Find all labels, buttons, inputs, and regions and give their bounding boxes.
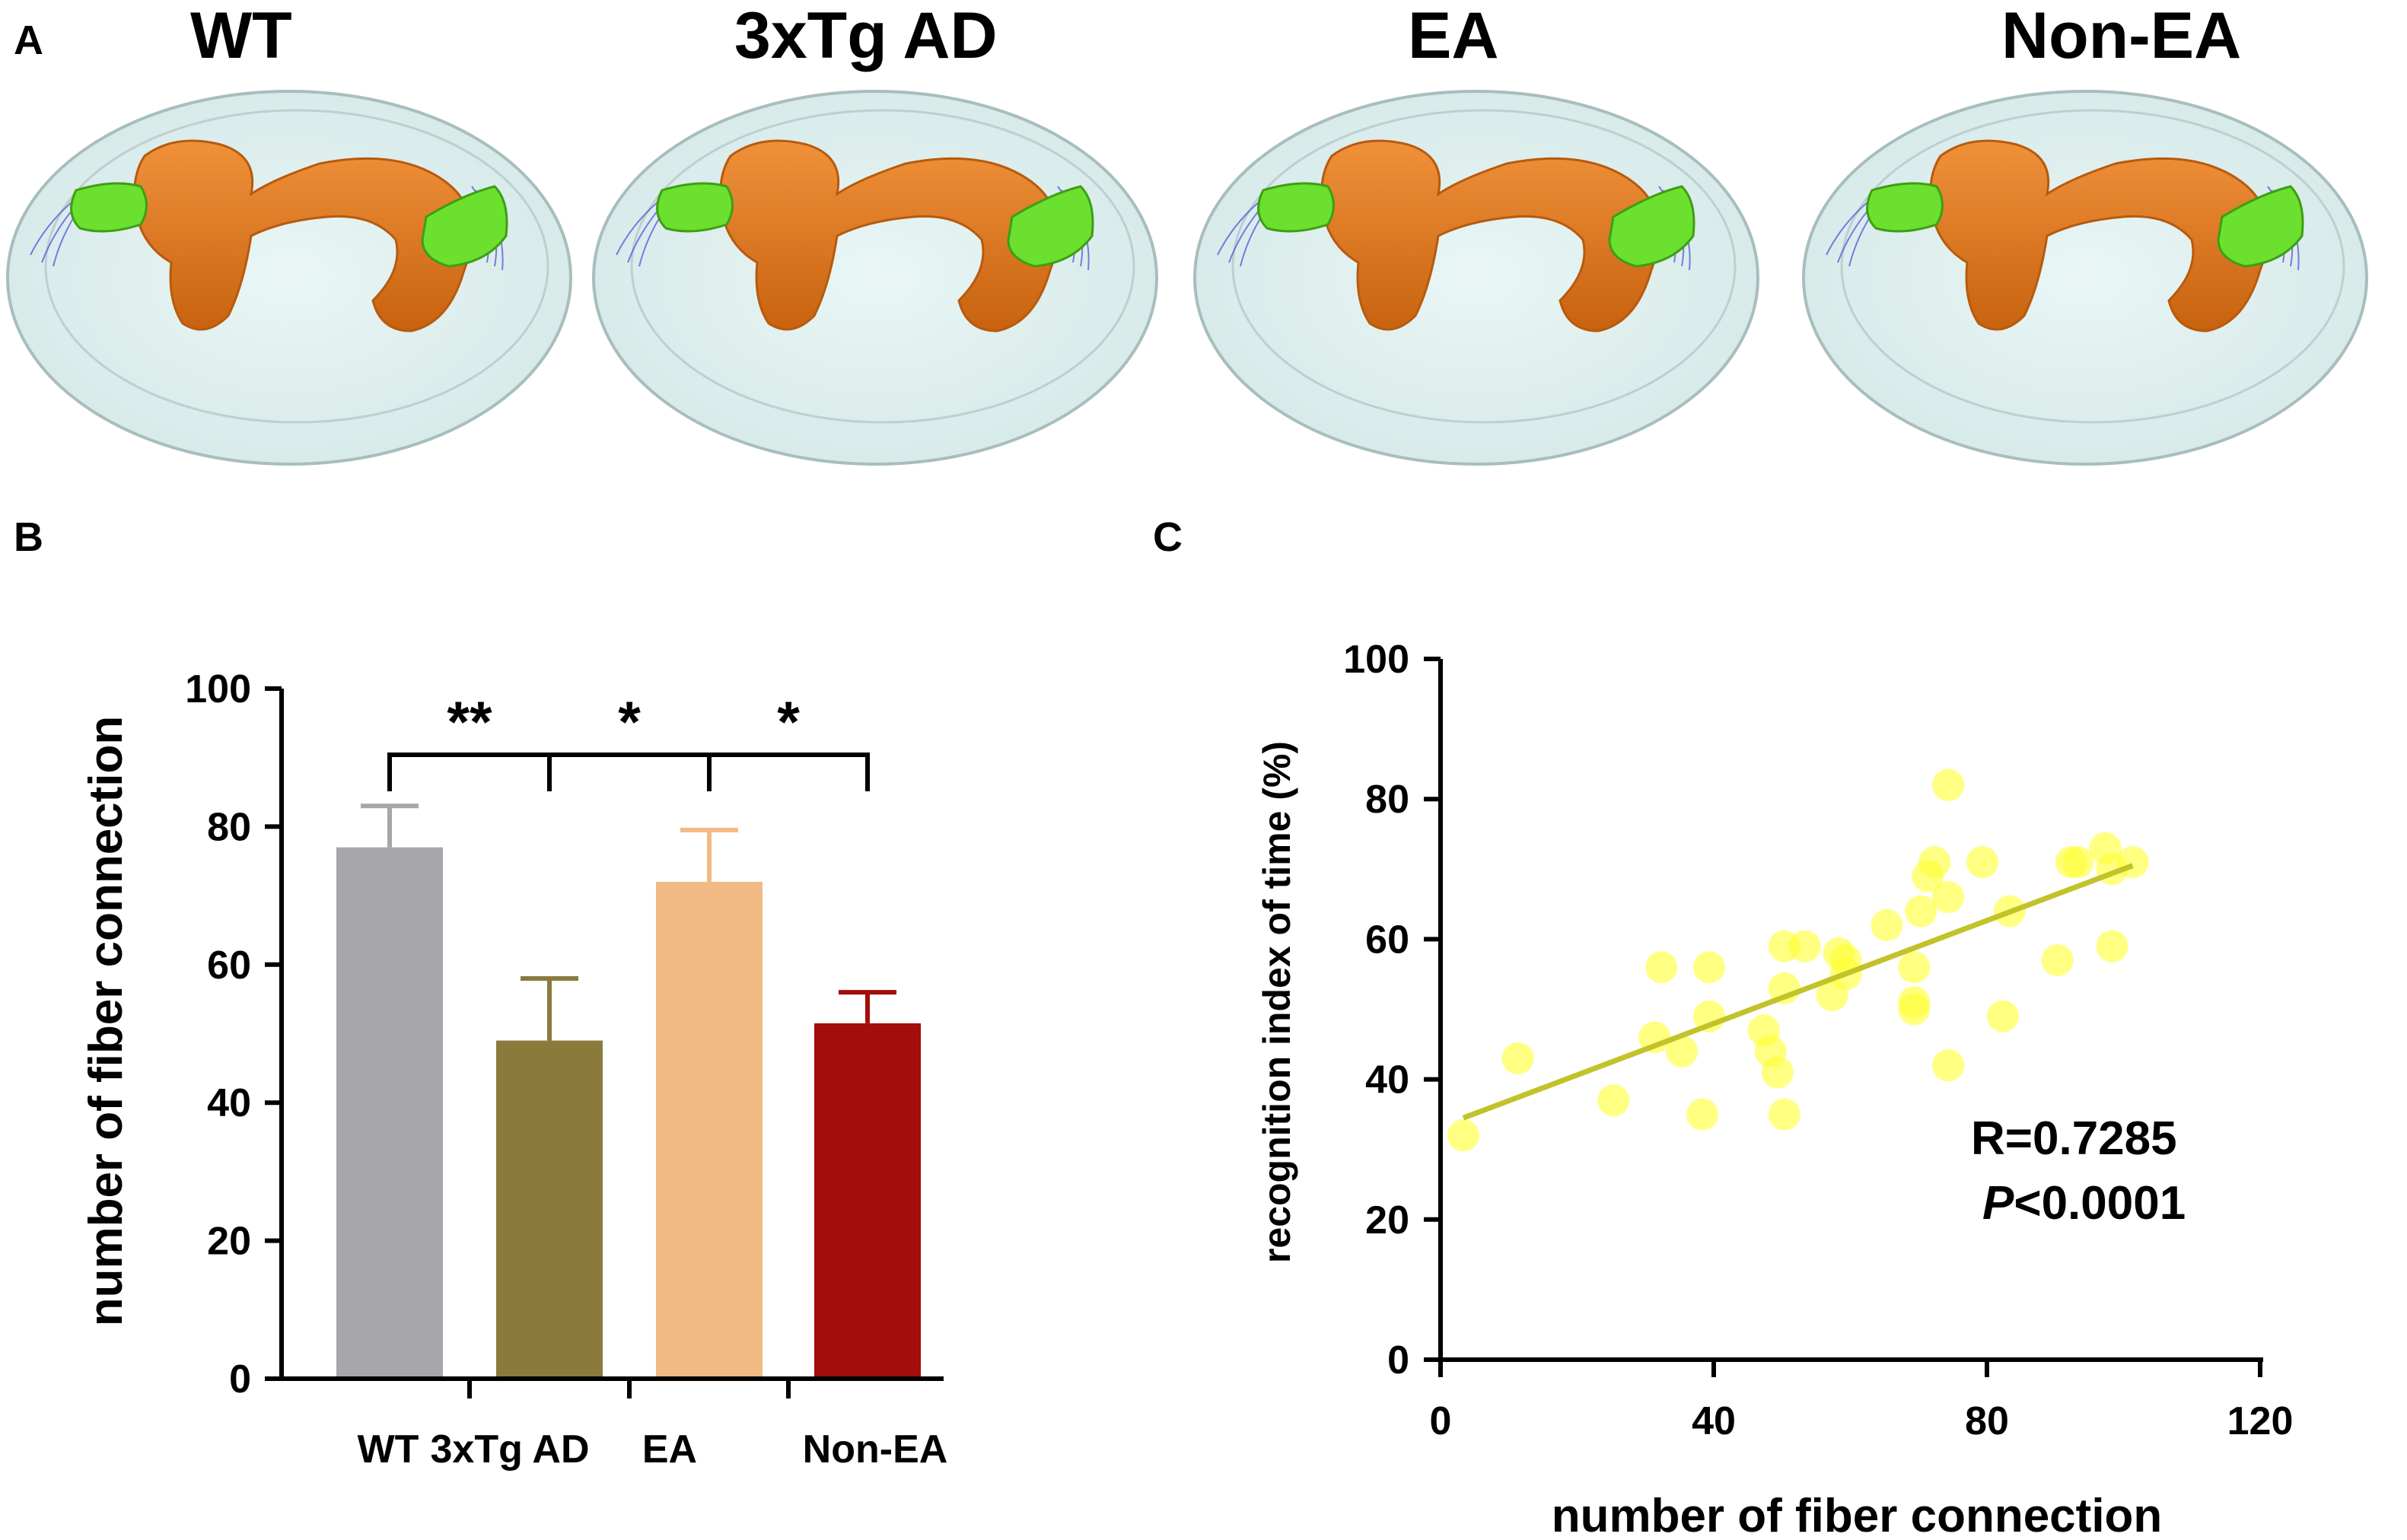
- c-stat-p-symbol: P: [1982, 1177, 2014, 1230]
- c-ytick-label: 0: [1387, 1338, 1409, 1382]
- panel-label-a: A: [14, 18, 43, 63]
- panel-a-brain-renderings: [6, 90, 2368, 466]
- c-data-point: [1898, 951, 1931, 984]
- panel-a-title-wt: WT: [190, 0, 292, 72]
- panel-c-scatter-chart: recognition index of time (%) number of …: [1256, 638, 2294, 1540]
- b-bar-ea: [656, 881, 763, 1379]
- b-ytick-label: 20: [207, 1220, 251, 1264]
- c-ytick-label: 40: [1365, 1058, 1409, 1102]
- c-data-point: [1898, 993, 1931, 1026]
- c-data-point: [1986, 1000, 2019, 1032]
- c-x-axis-label: number of fiber connection: [1552, 1490, 2163, 1540]
- panel-b-bar-chart: number of fiber connection 020406080100 …: [80, 667, 948, 1472]
- c-data-point: [1788, 930, 1821, 963]
- b-bar-nonea: [814, 1023, 921, 1379]
- b-xtick-label: WT: [358, 1427, 419, 1472]
- c-data-point: [1768, 1098, 1800, 1131]
- c-data-point: [1932, 768, 1965, 801]
- panel-label-c: C: [1153, 514, 1183, 560]
- c-stat-p: P<0.0001: [1982, 1177, 2186, 1230]
- c-xtick-label: 40: [1692, 1399, 1736, 1443]
- c-data-point: [1932, 1049, 1965, 1082]
- panel-a-title-3xtg: 3xTg AD: [734, 0, 998, 72]
- c-data-point: [2096, 930, 2128, 963]
- b-significance-label: *: [777, 690, 800, 755]
- c-ytick-label: 20: [1365, 1198, 1409, 1242]
- c-data-point: [1905, 895, 1937, 928]
- c-data-point: [1447, 1119, 1479, 1152]
- c-data-point: [1597, 1084, 1630, 1117]
- c-xtick-label: 0: [1430, 1399, 1452, 1443]
- c-data-point: [2062, 846, 2094, 879]
- panel-a-title-nonea: Non-EA: [2001, 0, 2242, 72]
- b-ytick-label: 80: [207, 805, 251, 849]
- b-significance-label: **: [447, 690, 492, 755]
- b-significance-bracket: [707, 752, 870, 791]
- c-ytick-label: 80: [1365, 778, 1409, 822]
- c-data-point: [1761, 1056, 1794, 1089]
- b-ytick-label: 60: [207, 943, 251, 988]
- c-y-axis-label: recognition index of time (%): [1256, 741, 1298, 1263]
- c-data-point: [1693, 951, 1725, 984]
- panel-label-b: B: [14, 514, 43, 560]
- c-fit-line: [1462, 863, 2134, 1121]
- c-xtick-label: 80: [1965, 1399, 2009, 1443]
- b-bar-tg: [496, 1040, 603, 1379]
- c-data-point: [1966, 846, 1998, 879]
- b-y-axis-label: number of fiber connection: [80, 716, 132, 1327]
- c-ytick-label: 100: [1343, 638, 1409, 682]
- panel-a-title-ea: EA: [1408, 0, 1499, 72]
- c-data-point: [1932, 881, 1965, 914]
- c-data-point: [1686, 1098, 1719, 1131]
- c-data-point: [2116, 846, 2149, 879]
- c-data-point: [1645, 951, 1678, 984]
- c-data-point: [1871, 908, 1903, 941]
- c-data-point: [2041, 944, 2074, 977]
- c-ytick-label: 60: [1365, 918, 1409, 962]
- b-bar-wt: [336, 847, 443, 1379]
- b-xtick-label: EA: [642, 1427, 697, 1472]
- c-data-point: [1918, 846, 1951, 879]
- b-xtick-label: Non-EA: [803, 1427, 948, 1472]
- c-data-point: [1666, 1035, 1699, 1068]
- c-stat-r: R=0.7285: [1971, 1112, 2177, 1165]
- b-ytick-label: 100: [185, 667, 251, 711]
- c-xtick-label: 120: [2227, 1399, 2294, 1443]
- b-significance-bracket: [387, 752, 552, 791]
- b-xtick-label: 3xTg AD: [431, 1427, 590, 1472]
- b-significance-bracket: [547, 752, 712, 791]
- c-data-point: [1501, 1042, 1534, 1074]
- b-ytick-label: 40: [207, 1081, 251, 1125]
- b-ytick-label: 0: [229, 1357, 251, 1402]
- c-stat-p-value: <0.0001: [2014, 1177, 2186, 1230]
- b-significance-label: *: [618, 690, 641, 755]
